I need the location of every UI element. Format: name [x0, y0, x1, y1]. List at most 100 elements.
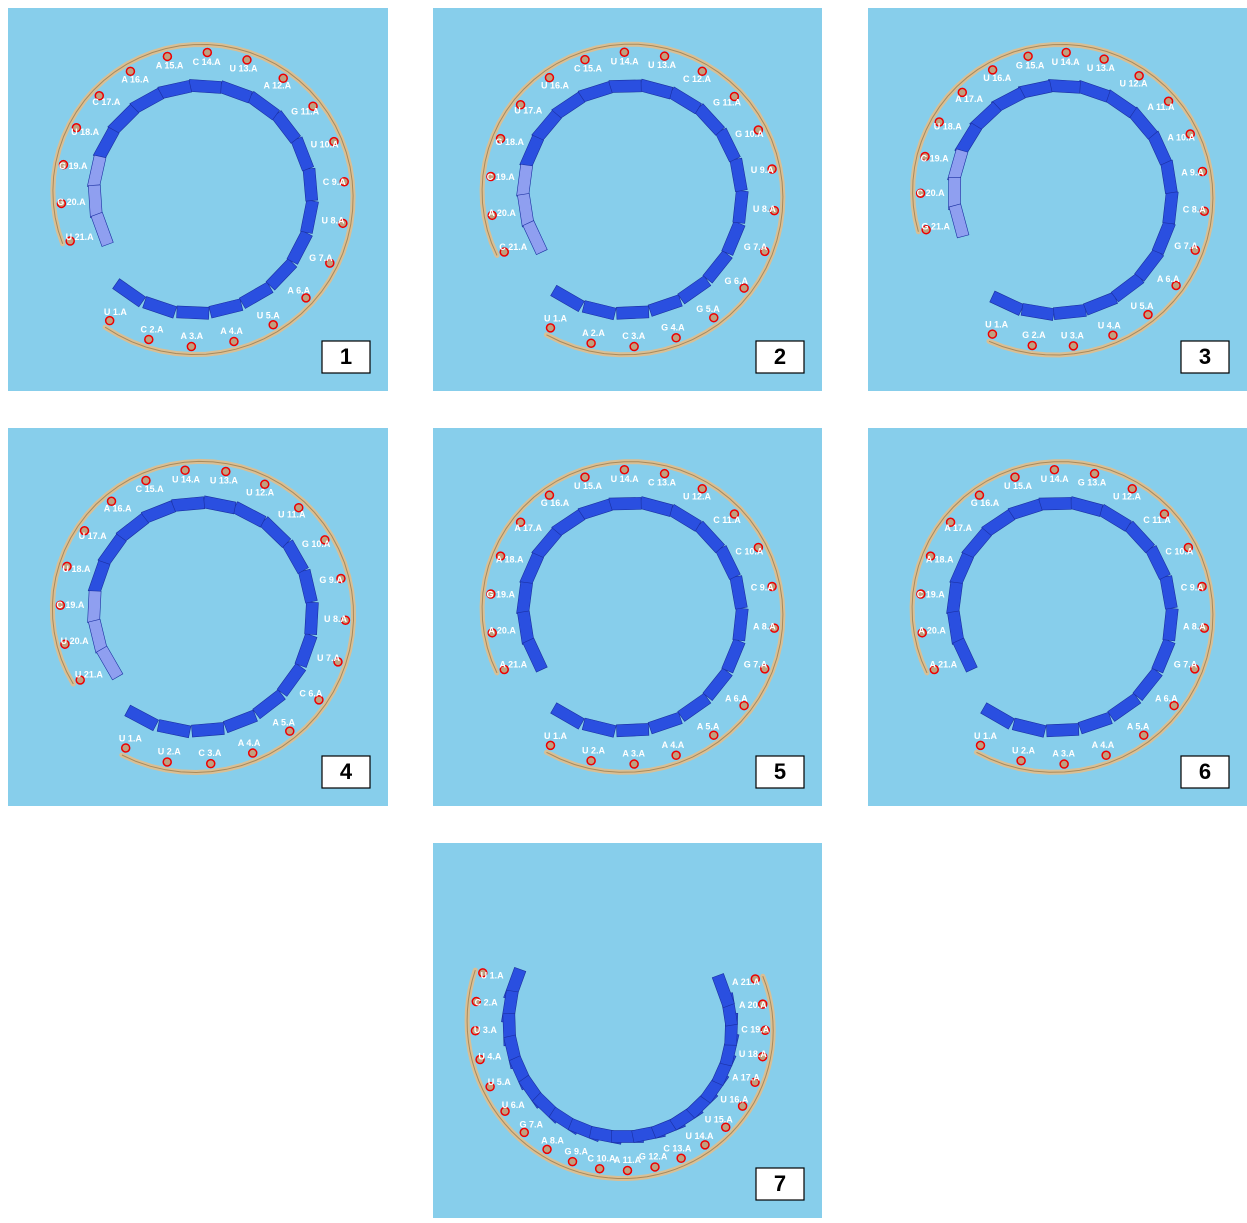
residue-label: G 16.A	[541, 498, 570, 508]
residue-label: U 16.A	[983, 73, 1012, 83]
residue-label: C 17.A	[92, 97, 121, 107]
residue-label: A 21.A	[929, 660, 957, 670]
residue-label: C 9.A	[751, 583, 775, 593]
residue-label: U 14.A	[611, 474, 640, 484]
sugar	[661, 52, 669, 60]
base	[303, 168, 318, 201]
sugar	[106, 317, 114, 325]
residue-label: A 6.A	[1157, 274, 1180, 284]
panel-number: 1	[340, 344, 352, 369]
residue-label: A 3.A	[180, 331, 203, 341]
residue-label: C 13.A	[648, 478, 677, 488]
residue-label: C 15.A	[574, 64, 603, 74]
residue-label: U 14.A	[1052, 57, 1081, 67]
residue-label: A 20.A	[918, 626, 946, 636]
residue-label: A 17.A	[955, 94, 983, 104]
residue-label: U 15.A	[1004, 481, 1033, 491]
sugar	[1062, 48, 1070, 56]
sugar	[1109, 331, 1117, 339]
residue-label: G 21.A	[922, 221, 951, 231]
residue-label: A 4.A	[220, 326, 243, 336]
residue-label: C 13.A	[663, 1143, 692, 1153]
residue-label: A 8.A	[541, 1135, 564, 1145]
sugar	[672, 751, 680, 759]
residue-label: U 20.A	[61, 636, 90, 646]
residue-label: U 12.A	[683, 492, 712, 502]
sugar	[163, 758, 171, 766]
sugar	[1017, 757, 1025, 765]
sugar	[286, 727, 294, 735]
residue-label: A 17.A	[732, 1073, 760, 1083]
residue-label: U 18.A	[934, 122, 963, 132]
residue-label: A 11.A	[614, 1155, 642, 1165]
sugar	[630, 760, 638, 768]
base	[616, 306, 648, 319]
residue-label: G 6.A	[725, 276, 749, 286]
residue-label: A 15.A	[156, 61, 184, 71]
sugar	[1144, 311, 1152, 319]
sugar	[145, 335, 153, 343]
residue-label: U 11.A	[278, 509, 306, 519]
residue-label: C 2.A	[140, 324, 164, 334]
base	[1039, 497, 1071, 510]
residue-label: U 7.A	[317, 653, 341, 663]
residue-label: U 8.A	[324, 614, 348, 624]
base	[177, 306, 209, 319]
residue-label: G 7.A	[1174, 241, 1198, 251]
residue-label: C 19.A	[56, 600, 85, 610]
residue-label: U 21.A	[75, 669, 104, 679]
residue-label: U 18.A	[62, 564, 91, 574]
residue-label: G 11.A	[291, 107, 320, 117]
sugar	[1028, 342, 1036, 350]
residue-label: C 19.A	[921, 154, 950, 164]
figure: U 1.AC 2.AA 3.AA 4.AU 5.AA 6.AG 7.AU 8.A…	[0, 0, 1247, 1218]
residue-label: U 4.A	[478, 1052, 502, 1062]
panel-number: 3	[1199, 344, 1211, 369]
residue-label: C 14.A	[193, 57, 222, 67]
sugar	[547, 324, 555, 332]
residue-label: A 16.A	[121, 74, 149, 84]
residue-label: A 5.A	[272, 718, 295, 728]
residue-label: U 17.A	[79, 531, 108, 541]
residue-label: U 16.A	[720, 1095, 749, 1105]
residue-label: U 15.A	[705, 1114, 734, 1124]
residue-label: C 11.A	[1143, 515, 1171, 525]
residue-label: U 8.A	[753, 204, 777, 214]
sugar	[1102, 751, 1110, 759]
sugar	[1011, 473, 1019, 481]
residue-label: C 8.A	[1183, 204, 1207, 214]
residue-label: A 21.A	[732, 977, 760, 987]
residue-label: A 20.A	[739, 1000, 767, 1010]
base	[305, 602, 319, 635]
sugar	[122, 744, 130, 752]
sugar	[630, 343, 638, 351]
panel: U 1.AU 2.AA 3.AA 4.AA 5.AA 6.AG 7.AA 8.A…	[868, 428, 1247, 806]
residue-label: A 17.A	[944, 523, 972, 533]
panel-number: 2	[774, 344, 786, 369]
residue-label: U 14.A	[172, 475, 201, 485]
base	[172, 497, 205, 512]
residue-label: C 11.A	[713, 515, 741, 525]
residue-label: A 6.A	[1155, 694, 1178, 704]
sugar	[520, 1128, 528, 1136]
residue-label: U 21.A	[66, 232, 95, 242]
residue-label: A 5.A	[1127, 721, 1150, 731]
sugar	[207, 760, 215, 768]
base	[88, 591, 102, 624]
residue-label: C 19.A	[487, 172, 516, 182]
sugar	[581, 473, 589, 481]
panel: U 1.AG 2.AU 3.AU 4.AU 5.AA 6.AG 7.AC 8.A…	[868, 8, 1247, 391]
residue-label: U 12.A	[246, 488, 275, 498]
sugar	[249, 749, 257, 757]
residue-label: C 3.A	[622, 331, 646, 341]
sugar	[620, 48, 628, 56]
sugar	[1140, 731, 1148, 739]
residue-label: U 10.A	[311, 140, 340, 150]
sugar	[1024, 52, 1032, 60]
sugar	[1050, 466, 1058, 474]
residue-label: A 18.A	[926, 555, 954, 565]
residue-label: G 10.A	[302, 539, 331, 549]
sugar	[181, 466, 189, 474]
